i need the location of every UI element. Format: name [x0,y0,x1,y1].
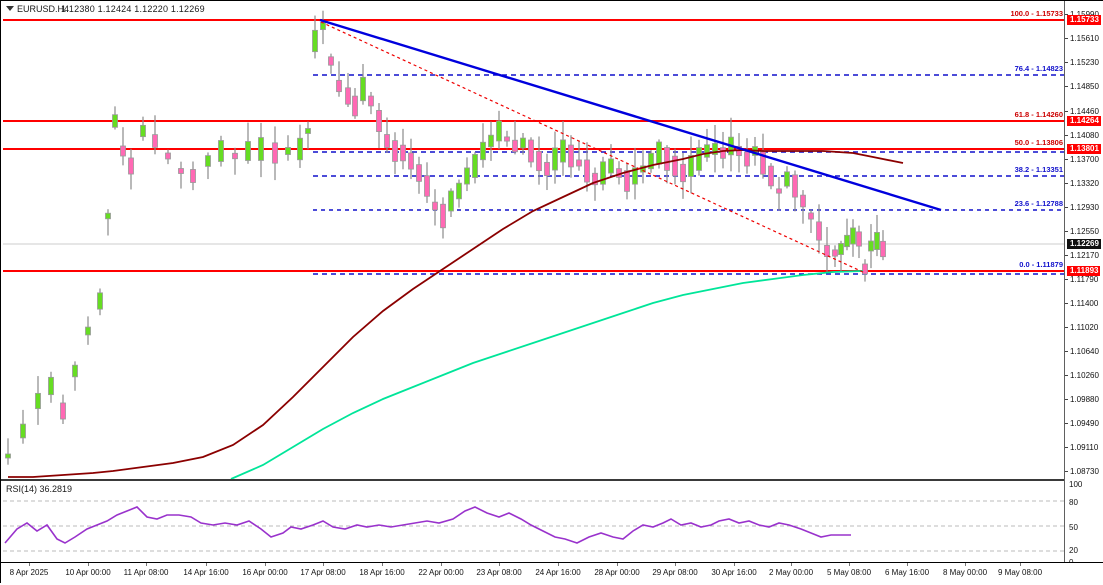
rsi-plot-area[interactable] [3,481,1064,562]
time-axis[interactable]: 8 Apr 2025 10 Apr 00:00 11 Apr 08:00 14 Apr… [1,562,1103,585]
price-tick: 1.13320 [1065,180,1099,188]
time-tick-label: 5 May 08:00 [826,568,872,577]
price-axis[interactable]: 1.15990 1.15610 1.15230 1.14850 1.14460 1.140… [1064,1,1103,562]
rsi-label: RSI(14) 36.2819 [6,484,73,494]
price-tick: 1.12930 [1065,204,1099,212]
price-tick: 1.14850 [1065,83,1099,91]
moving-average-fast-line [230,270,864,479]
price-plot-area[interactable]: 100.0 - 1.15733 76.4 - 1.14823 61.8 - 1.14… [3,1,1064,479]
ohlc-values: 1.12380 1.12424 1.12220 1.12269 [61,4,205,14]
fib-fan-line[interactable] [320,21,866,274]
price-highlight-label: 1.12269 [1067,239,1101,249]
time-tick-mark [382,563,383,566]
moving-average-slow-line [8,149,904,478]
time-tick-mark [206,563,207,566]
price-highlight-label: 1.13801 [1067,144,1101,154]
time-tick-mark [558,563,559,566]
time-tick-mark [965,563,966,566]
rsi-axis: 1008050200 [1064,479,1103,567]
time-tick-mark [146,563,147,566]
rsi-tick: 80 [1069,498,1078,507]
time-tick-mark [849,563,850,566]
price-chart-svg [3,10,1064,479]
price-tick: 1.09490 [1065,420,1099,428]
rsi-chart-svg [3,500,1064,552]
time-tick-label: 11 Apr 08:00 [123,568,169,577]
time-tick-label: 17 Apr 08:00 [300,568,346,577]
time-tick-label: 30 Apr 16:00 [711,568,757,577]
fibonacci-level-label: 0.0 - 1.11879 [1019,260,1063,269]
chevron-down-icon[interactable] [6,6,14,11]
time-tick-label: 18 Apr 16:00 [359,568,405,577]
price-tick: 1.14460 [1065,108,1099,116]
candlestick-series [5,10,886,465]
time-tick-label: 9 May 08:00 [997,568,1043,577]
price-tick: 1.13700 [1065,156,1099,164]
fibonacci-level-label: 38.2 - 1.13351 [1014,165,1063,174]
time-tick-label: 10 Apr 00:00 [65,568,111,577]
price-chart-pane[interactable]: EURUSD.H4 1.12380 1.12424 1.12220 1.1226… [1,1,1103,479]
price-tick: 1.12170 [1065,252,1099,260]
rsi-tick: 100 [1069,480,1083,489]
time-tick-mark [29,563,30,566]
time-tick-label: 8 Apr 2025 [9,568,49,577]
time-tick-label: 24 Apr 16:00 [535,568,581,577]
symbol-label: EURUSD.H4 [17,4,70,14]
price-tick: 1.08730 [1065,468,1099,476]
fibonacci-level-label: 76.4 - 1.14823 [1014,64,1063,73]
time-tick-mark [499,563,500,566]
time-tick-mark [1020,563,1021,566]
price-tick: 1.15990 [1065,11,1099,19]
downtrend-line[interactable] [319,18,942,212]
time-tick-label: 28 Apr 00:00 [594,568,640,577]
price-tick: 1.12550 [1065,228,1099,236]
rsi-indicator-pane[interactable]: RSI(14) 36.2819 [1,479,1103,562]
fibonacci-level-label: 61.8 - 1.14260 [1014,110,1063,119]
price-tick: 1.11400 [1065,300,1098,308]
time-tick-label: 8 May 00:00 [942,568,988,577]
price-highlight-label: 1.11893 [1067,266,1101,276]
time-tick-label: 16 Apr 00:00 [242,568,288,577]
time-tick-label: 22 Apr 00:00 [418,568,464,577]
price-tick: 1.10640 [1065,348,1099,356]
time-tick-mark [323,563,324,566]
price-tick: 1.09880 [1065,396,1099,404]
time-tick-mark [617,563,618,566]
time-tick-label: 23 Apr 08:00 [476,568,522,577]
fibonacci-level-label: 23.6 - 1.12788 [1014,199,1063,208]
price-highlight-label: 1.15733 [1067,15,1101,25]
fibonacci-level-label: 50.0 - 1.13806 [1014,138,1063,147]
time-tick-mark [734,563,735,566]
rsi-tick: 20 [1069,546,1078,555]
price-tick: 1.11790 [1065,276,1098,284]
price-tick: 1.10260 [1065,372,1099,380]
time-tick-label: 2 May 00:00 [768,568,814,577]
price-tick: 1.15610 [1065,35,1099,43]
time-tick-mark [265,563,266,566]
price-tick: 1.11020 [1065,324,1098,332]
time-tick-mark [441,563,442,566]
time-tick-label: 29 Apr 08:00 [652,568,698,577]
time-tick-mark [675,563,676,566]
price-tick: 1.09110 [1065,444,1098,452]
price-tick: 1.14080 [1065,132,1099,140]
rsi-line [4,506,851,544]
time-tick-mark [907,563,908,566]
time-tick-label: 6 May 16:00 [884,568,930,577]
price-tick: 1.15230 [1065,59,1099,67]
time-tick-label: 14 Apr 16:00 [183,568,229,577]
time-tick-mark [88,563,89,566]
time-tick-mark [791,563,792,566]
price-highlight-label: 1.14264 [1067,116,1101,126]
rsi-tick: 50 [1069,523,1078,532]
fibonacci-level-label: 100.0 - 1.15733 [1010,9,1063,18]
